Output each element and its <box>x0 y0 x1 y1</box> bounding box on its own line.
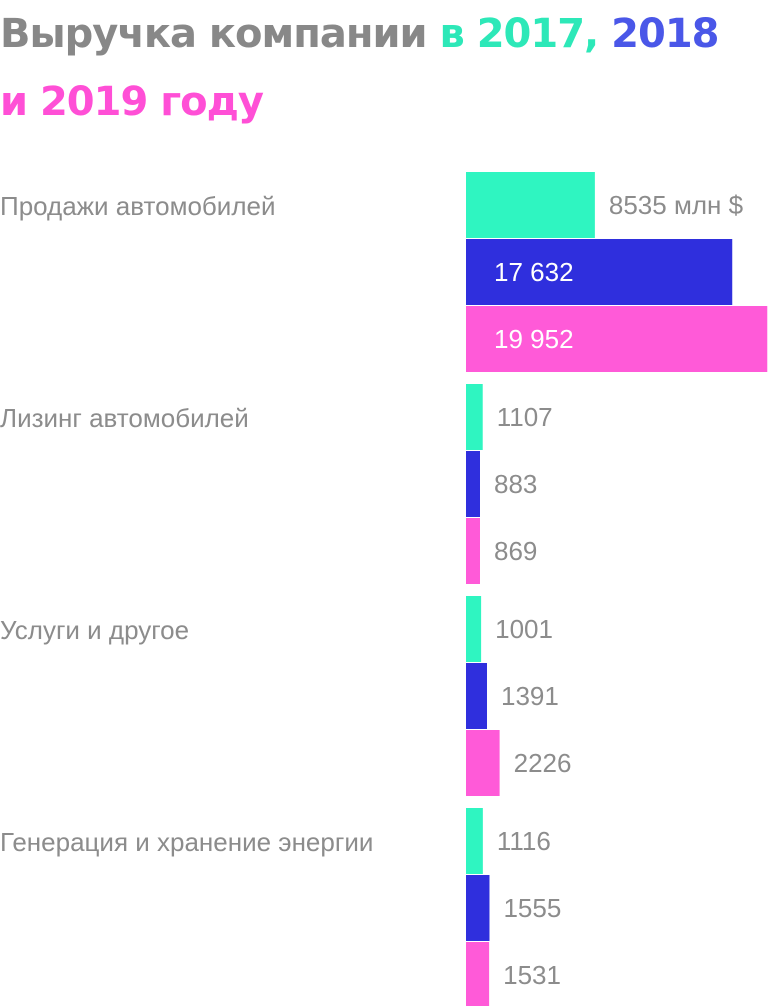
bar-2017 <box>466 172 595 238</box>
category-label: Услуги и другое <box>0 615 189 645</box>
value-label: 2226 <box>514 748 572 778</box>
title-company-revenue: Выручка компании <box>0 11 440 57</box>
value-label: 1116 <box>497 826 551 856</box>
bar-2017 <box>466 384 483 450</box>
category-label: Генерация и хранение энергии <box>0 827 373 857</box>
value-label: 19 952 <box>494 324 574 354</box>
value-label: 869 <box>494 536 537 566</box>
value-label: 883 <box>494 469 537 499</box>
bar-2018 <box>466 451 480 517</box>
bar-2019 <box>466 730 500 796</box>
bar-2018 <box>466 875 490 941</box>
value-label: 1531 <box>503 960 561 990</box>
category-label: Продажи автомобилей <box>0 191 276 221</box>
bar-2018 <box>466 239 733 305</box>
value-label: 8535 млн $ <box>609 190 744 220</box>
category-label: Лизинг автомобилей <box>0 403 249 433</box>
bar-2017 <box>466 596 482 662</box>
chart-title-line-1: Выручка компании в 2017, 2018 <box>0 11 719 57</box>
bar-2019 <box>466 306 768 372</box>
title-year-2019: и 2019 году <box>0 79 264 125</box>
bar-2019 <box>466 942 490 1006</box>
value-label: 17 632 <box>494 257 574 287</box>
value-label: 1107 <box>497 402 553 432</box>
bar-2017 <box>466 808 483 874</box>
bar-2018 <box>466 663 488 729</box>
value-label: 1555 <box>503 893 561 923</box>
value-label: 1001 <box>495 614 553 644</box>
title-year-2017: в 2017, <box>439 11 612 57</box>
title-year-2018: 2018 <box>611 11 719 57</box>
value-label: 1391 <box>501 681 559 711</box>
bar-2019 <box>466 518 480 584</box>
